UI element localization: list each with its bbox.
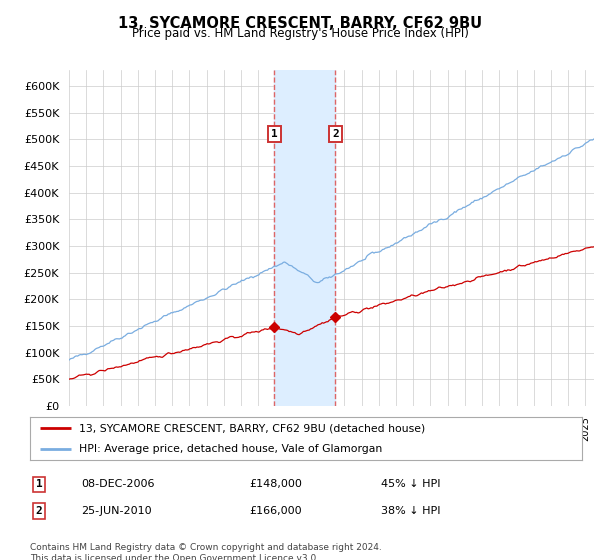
Text: 13, SYCAMORE CRESCENT, BARRY, CF62 9BU: 13, SYCAMORE CRESCENT, BARRY, CF62 9BU [118, 16, 482, 31]
Text: 38% ↓ HPI: 38% ↓ HPI [381, 506, 440, 516]
Text: Contains HM Land Registry data © Crown copyright and database right 2024.
This d: Contains HM Land Registry data © Crown c… [30, 543, 382, 560]
Text: £148,000: £148,000 [249, 479, 302, 489]
Text: £166,000: £166,000 [249, 506, 302, 516]
Bar [274, 70, 335, 406]
Text: 13, SYCAMORE CRESCENT, BARRY, CF62 9BU (detached house): 13, SYCAMORE CRESCENT, BARRY, CF62 9BU (… [79, 423, 425, 433]
Text: 08-DEC-2006: 08-DEC-2006 [81, 479, 155, 489]
Text: 1: 1 [271, 129, 278, 139]
Text: 25-JUN-2010: 25-JUN-2010 [81, 506, 152, 516]
Text: 2: 2 [35, 506, 43, 516]
Text: Price paid vs. HM Land Registry's House Price Index (HPI): Price paid vs. HM Land Registry's House … [131, 27, 469, 40]
Text: 2: 2 [332, 129, 339, 139]
Text: 1: 1 [35, 479, 43, 489]
Text: HPI: Average price, detached house, Vale of Glamorgan: HPI: Average price, detached house, Vale… [79, 444, 382, 454]
Text: 45% ↓ HPI: 45% ↓ HPI [381, 479, 440, 489]
